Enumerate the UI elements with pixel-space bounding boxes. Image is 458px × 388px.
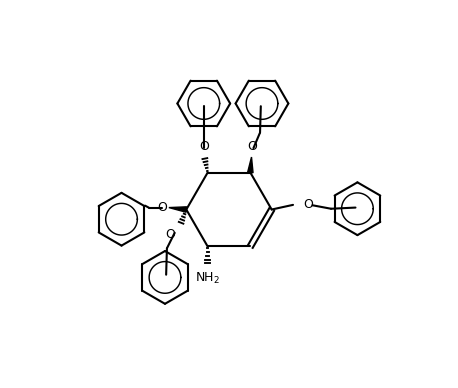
Polygon shape xyxy=(248,157,253,173)
Text: NH$_2$: NH$_2$ xyxy=(195,271,220,286)
Text: O: O xyxy=(166,228,175,241)
Text: O: O xyxy=(157,201,167,214)
Text: O: O xyxy=(247,140,257,153)
Text: O: O xyxy=(303,198,313,211)
Polygon shape xyxy=(169,207,186,212)
Text: O: O xyxy=(199,140,209,153)
